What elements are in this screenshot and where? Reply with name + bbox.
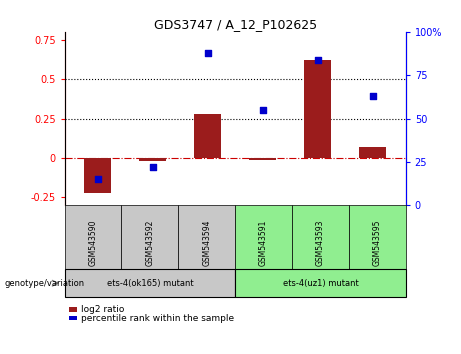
Text: GSM543590: GSM543590: [89, 219, 97, 266]
Text: genotype/variation: genotype/variation: [5, 279, 85, 288]
Text: GSM543595: GSM543595: [373, 219, 382, 266]
Text: percentile rank within the sample: percentile rank within the sample: [81, 314, 234, 322]
Bar: [139, 158, 166, 161]
Bar: [359, 147, 386, 158]
Point: [94, 176, 101, 182]
Title: GDS3747 / A_12_P102625: GDS3747 / A_12_P102625: [154, 18, 317, 31]
Bar: [194, 114, 221, 158]
Bar: [304, 60, 331, 158]
Text: GSM543594: GSM543594: [202, 219, 211, 266]
Bar: [249, 158, 277, 160]
Text: GSM543593: GSM543593: [316, 219, 325, 266]
Bar: [84, 158, 111, 193]
Text: ets-4(uz1) mutant: ets-4(uz1) mutant: [283, 279, 358, 288]
Point: [369, 93, 376, 99]
Text: GSM543592: GSM543592: [145, 219, 154, 266]
Text: ets-4(ok165) mutant: ets-4(ok165) mutant: [106, 279, 193, 288]
Point: [314, 57, 321, 62]
Point: [149, 164, 156, 170]
Text: log2 ratio: log2 ratio: [81, 305, 124, 314]
Point: [204, 50, 211, 56]
Point: [259, 107, 266, 113]
Text: GSM543591: GSM543591: [259, 219, 268, 266]
